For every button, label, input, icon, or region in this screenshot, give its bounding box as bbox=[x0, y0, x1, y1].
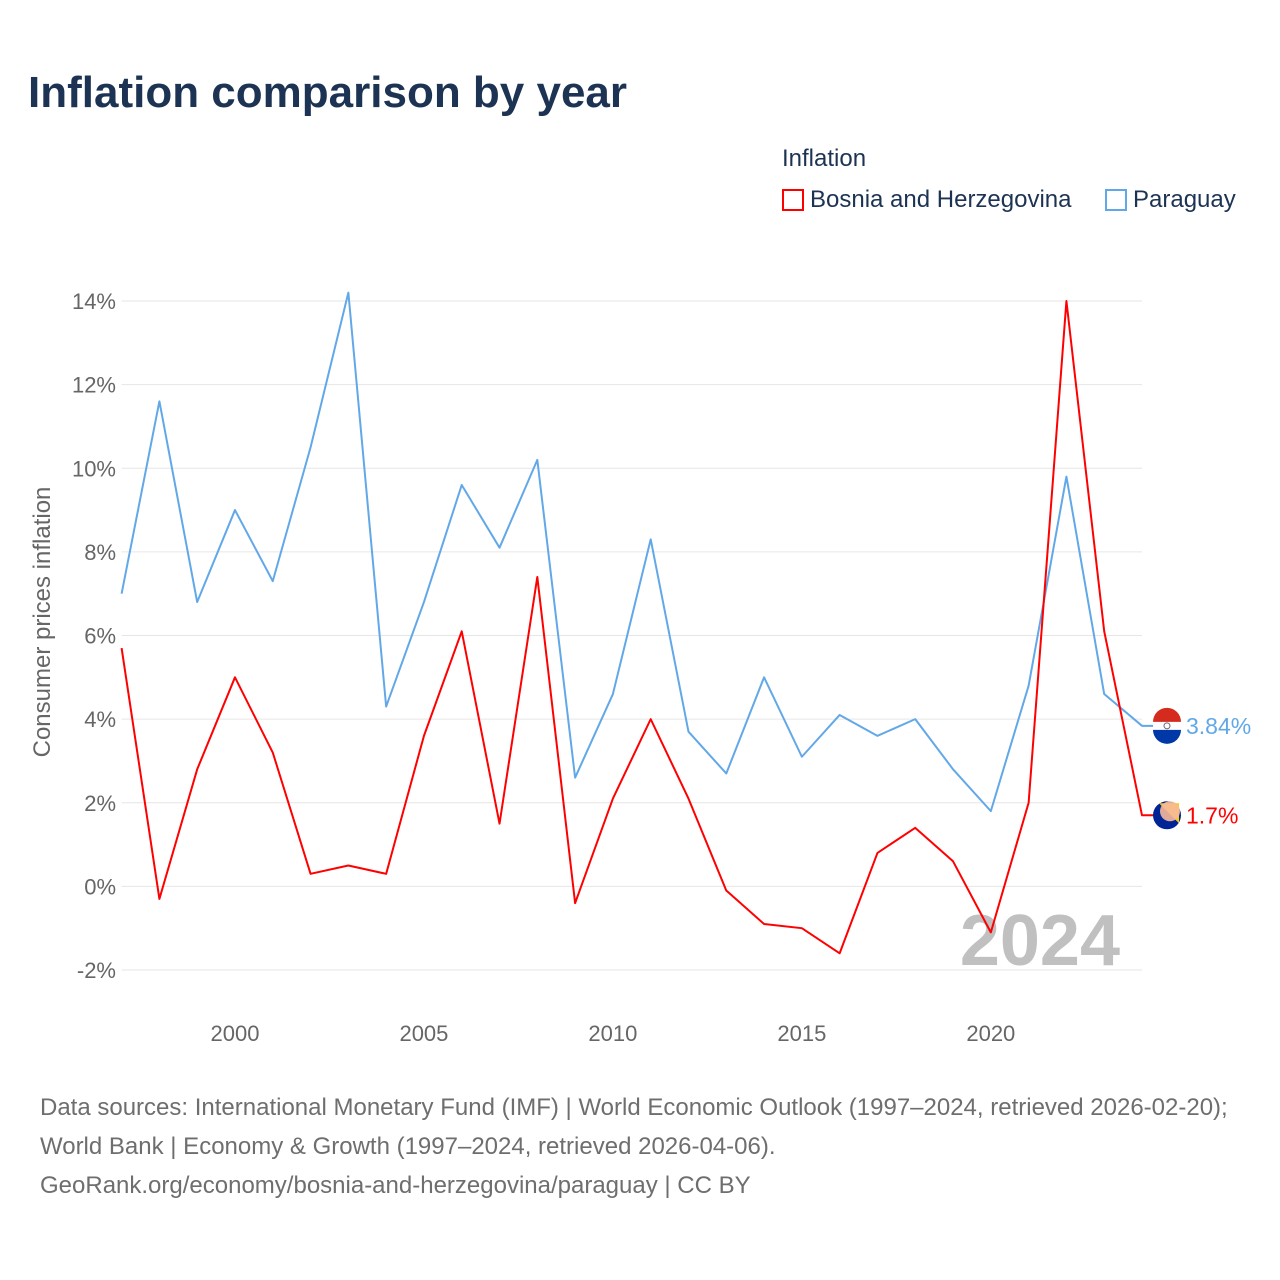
flag-overlay bbox=[1160, 801, 1180, 822]
legend-label: Paraguay bbox=[1133, 186, 1236, 213]
flag-paraguay-icon bbox=[1153, 707, 1181, 744]
y-tick-label: 4% bbox=[84, 707, 116, 732]
y-tick-label: -2% bbox=[77, 958, 116, 983]
x-tick-label: 2010 bbox=[588, 1021, 637, 1046]
legend-label: Bosnia and Herzegovina bbox=[810, 186, 1072, 213]
flag-bosnia-icon bbox=[1153, 801, 1181, 830]
legend-swatch bbox=[1105, 189, 1127, 211]
y-tick-label: 0% bbox=[84, 874, 116, 899]
x-tick-label: 2000 bbox=[211, 1021, 260, 1046]
end-value-label: 3.84% bbox=[1186, 713, 1251, 739]
x-tick-label: 2020 bbox=[966, 1021, 1015, 1046]
footer: Data sources: International Monetary Fun… bbox=[40, 1088, 1250, 1205]
legend-item-bosnia[interactable]: Bosnia and Herzegovina bbox=[782, 186, 1072, 214]
x-tick-label: 2005 bbox=[399, 1021, 448, 1046]
y-tick-label: 12% bbox=[72, 373, 116, 398]
series-line-1 bbox=[120, 291, 1154, 813]
legend-item-paraguay[interactable]: Paraguay bbox=[1105, 186, 1236, 214]
y-tick-label: 14% bbox=[72, 289, 116, 314]
year-watermark: 2024 bbox=[960, 901, 1120, 981]
flag-red bbox=[1153, 707, 1181, 722]
y-axis-label: Consumer prices inflation bbox=[29, 487, 56, 758]
y-tick-label: 2% bbox=[84, 791, 116, 816]
data-sources: Data sources: International Monetary Fun… bbox=[40, 1094, 1228, 1160]
flag-emblem bbox=[1163, 722, 1171, 730]
end-value-label: 1.7% bbox=[1186, 802, 1238, 828]
x-tick-label: 2015 bbox=[777, 1021, 826, 1046]
series-line-0 bbox=[120, 300, 1154, 955]
y-tick-label: 6% bbox=[84, 624, 116, 649]
flag-blue bbox=[1153, 729, 1181, 744]
y-tick-label: 10% bbox=[72, 456, 116, 481]
legend-title: Inflation bbox=[782, 145, 867, 172]
source-link[interactable]: GeoRank.org/economy/bosnia-and-herzegovi… bbox=[40, 1172, 751, 1199]
chart-title: Inflation comparison by year bbox=[28, 68, 628, 117]
y-tick-label: 8% bbox=[84, 540, 116, 565]
legend-swatch bbox=[782, 189, 804, 211]
